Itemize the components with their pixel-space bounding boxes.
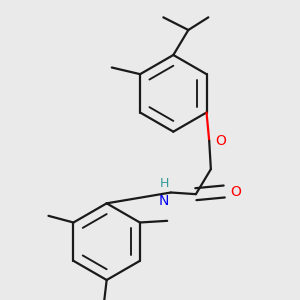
Text: O: O xyxy=(230,184,241,199)
Text: O: O xyxy=(215,134,226,148)
Text: N: N xyxy=(159,194,169,208)
Text: H: H xyxy=(160,177,169,190)
